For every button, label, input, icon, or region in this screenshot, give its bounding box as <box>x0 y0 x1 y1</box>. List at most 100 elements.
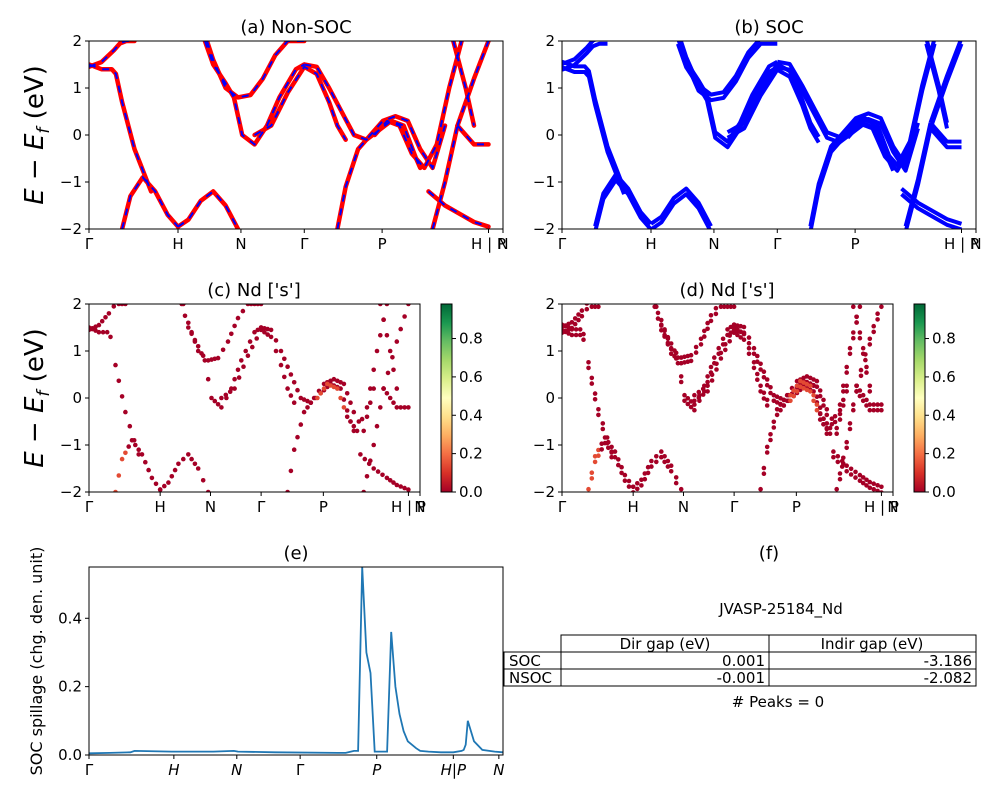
band-point <box>364 474 370 479</box>
band-point <box>149 475 155 481</box>
y-tick-label: 0 <box>545 126 555 144</box>
band-point <box>714 367 719 372</box>
band-point <box>879 407 884 413</box>
y-tick-label: 0.4 <box>58 609 82 627</box>
y-tick-label: −1 <box>60 436 82 454</box>
band-point <box>864 364 869 370</box>
band-point <box>579 308 585 313</box>
x-tick-label: H|P <box>441 761 467 779</box>
band-point <box>834 493 839 498</box>
band-point <box>406 304 411 307</box>
band-point <box>879 402 884 407</box>
band-point <box>318 391 324 396</box>
band-point <box>829 416 835 422</box>
band-point <box>867 383 873 389</box>
band-point <box>596 453 601 459</box>
band-point <box>579 313 585 319</box>
band-point <box>133 442 138 448</box>
x-tick-label: P <box>378 235 387 253</box>
band-point <box>285 386 290 391</box>
band-point <box>700 392 706 397</box>
band-point <box>860 475 866 480</box>
band-line <box>649 192 712 229</box>
band-point <box>394 482 400 488</box>
band-line <box>562 41 598 66</box>
band-point <box>847 426 853 432</box>
x-tick-label: H <box>172 235 183 253</box>
band-point <box>705 374 710 379</box>
band-point <box>735 332 740 338</box>
band-point <box>96 329 102 335</box>
band-point <box>751 351 757 357</box>
band-point <box>844 439 849 445</box>
band-line <box>846 43 937 173</box>
band-point <box>406 405 411 410</box>
band-point <box>262 329 267 335</box>
band-point <box>181 456 186 462</box>
band-point <box>398 484 404 489</box>
colorbar-tick-label: 0.8 <box>932 330 956 348</box>
band-point <box>705 379 710 385</box>
band-point <box>875 402 880 407</box>
band-point <box>351 409 357 415</box>
panel-f-title: (f) <box>759 543 779 564</box>
band-point <box>288 372 294 377</box>
band-point <box>831 449 836 454</box>
band-point <box>573 332 579 338</box>
band-point <box>119 394 125 399</box>
band-point <box>718 304 724 310</box>
band-point <box>824 426 830 432</box>
band-point <box>837 471 843 476</box>
band-point <box>348 419 353 424</box>
band-point <box>116 378 122 384</box>
band-point <box>96 322 102 328</box>
band-point <box>338 395 343 401</box>
band-line <box>562 65 626 195</box>
band-point <box>761 369 767 375</box>
band-point <box>665 336 671 342</box>
band-point <box>696 389 702 395</box>
band-point <box>834 425 839 431</box>
x-tick-label: P <box>851 235 860 253</box>
band-point <box>824 431 830 437</box>
band-point <box>714 361 719 367</box>
band-point <box>879 299 884 304</box>
band-point <box>390 355 395 360</box>
band-point <box>705 326 710 332</box>
band-point <box>139 452 145 457</box>
band-point <box>394 339 400 344</box>
band-point <box>875 483 880 488</box>
colorbar-tick-label: 0.2 <box>932 445 956 463</box>
band-point <box>718 350 724 356</box>
band-point <box>609 450 614 455</box>
x-tick-label: P <box>792 498 801 516</box>
band-point <box>602 435 608 440</box>
band-point <box>675 360 681 366</box>
band-point <box>127 423 133 429</box>
band-point <box>778 407 783 413</box>
x-tick-label: N <box>493 761 504 779</box>
table-header-dir: Dir gap (eV) <box>620 635 711 653</box>
band-point <box>619 470 624 476</box>
band-point <box>771 425 777 430</box>
band-point <box>741 330 747 336</box>
band-point <box>195 344 201 349</box>
band-point <box>219 395 224 401</box>
band-point <box>682 398 687 404</box>
band-point <box>384 304 390 307</box>
table-cell: 0.001 <box>722 652 765 670</box>
band-point <box>596 299 601 304</box>
band-point <box>857 478 863 484</box>
x-tick-label: N <box>497 235 508 253</box>
band-point <box>387 395 393 401</box>
band-point <box>668 469 674 474</box>
band-point <box>685 396 691 401</box>
band-point <box>853 469 858 475</box>
band-point <box>659 323 664 328</box>
y-tick-label: −1 <box>533 436 555 454</box>
x-tick-label: Γ <box>85 235 94 253</box>
band-point <box>229 331 234 337</box>
panel-e-title: (e) <box>283 543 308 564</box>
band-point <box>764 377 770 382</box>
band-point <box>351 428 357 434</box>
